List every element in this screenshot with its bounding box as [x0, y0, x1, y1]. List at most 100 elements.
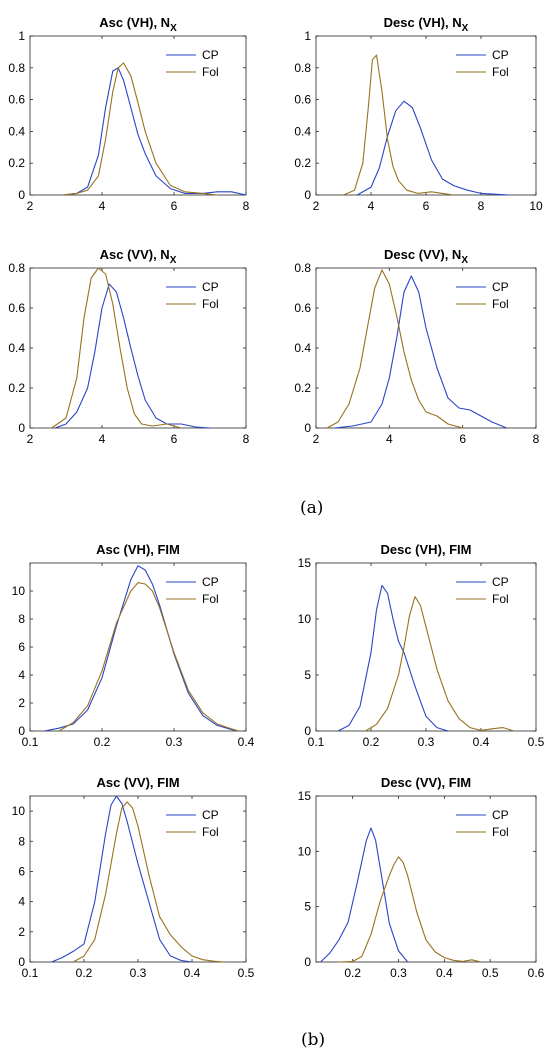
- legend-label-cp: CP: [492, 280, 509, 294]
- x-tick-label: 6: [171, 199, 178, 213]
- x-tick-label: 0.3: [130, 966, 147, 980]
- x-tick-label: 0.4: [436, 966, 453, 980]
- legend-label-cp: CP: [492, 808, 509, 822]
- chart-title: Desc (VH), NX: [384, 15, 469, 34]
- series-line-fol: [338, 856, 482, 963]
- series-line-cp: [55, 283, 211, 429]
- y-tick-label: 10: [12, 584, 26, 598]
- x-tick-label: 2: [313, 199, 320, 213]
- y-tick-label: 0.2: [294, 381, 311, 395]
- x-tick-label: 0.4: [238, 735, 255, 749]
- y-tick-label: 15: [298, 556, 312, 570]
- x-tick-label: 0.5: [482, 966, 499, 980]
- x-tick-label: 0.5: [238, 966, 255, 980]
- series-line-fol: [343, 54, 454, 196]
- x-tick-label: 6: [459, 432, 466, 446]
- y-tick-label: 0: [304, 955, 311, 969]
- y-tick-label: 0.2: [8, 156, 25, 170]
- x-tick-label: 0.2: [94, 735, 111, 749]
- y-tick-label: 0: [18, 724, 25, 738]
- chart-title: Asc (VV), NX: [100, 247, 177, 266]
- series-line-fol: [58, 582, 239, 732]
- legend-label-cp: CP: [202, 48, 219, 62]
- y-tick-label: 0.6: [294, 301, 311, 315]
- series-line-cp: [44, 565, 239, 732]
- legend-label-cp: CP: [492, 575, 509, 589]
- x-tick-label: 0.5: [528, 735, 545, 749]
- x-tick-label: 0.4: [184, 966, 201, 980]
- y-tick-label: 0: [18, 188, 25, 202]
- series-line-cp: [51, 795, 193, 963]
- y-tick-label: 5: [304, 900, 311, 914]
- y-tick-label: 0.6: [8, 301, 25, 315]
- chart-title: Asc (VH), FIM: [96, 542, 180, 557]
- chart-2: 2 4 6 8 10 0 0.2 0.4 0.6 0.8 1 Desc (VH), NX CP Fol: [294, 15, 543, 213]
- x-tick-label: 0.3: [418, 735, 435, 749]
- x-tick-label: 0.3: [390, 966, 407, 980]
- y-tick-label: 0.8: [8, 61, 25, 75]
- x-tick-label: 2: [27, 199, 34, 213]
- x-tick-label: 0.6: [528, 966, 545, 980]
- y-tick-label: 8: [18, 612, 25, 626]
- series-line-fol: [62, 62, 218, 196]
- legend-label-fol: Fol: [492, 592, 509, 606]
- legend-label-cp: CP: [202, 575, 219, 589]
- x-tick-label: 8: [478, 199, 485, 213]
- legend-label-cp: CP: [202, 280, 219, 294]
- x-tick-label: 0.2: [363, 735, 380, 749]
- x-tick-label: 4: [99, 199, 106, 213]
- y-tick-label: 0.4: [8, 341, 25, 355]
- y-tick-label: 0.4: [294, 341, 311, 355]
- series-line-fol: [51, 267, 182, 429]
- legend-label-fol: Fol: [202, 592, 219, 606]
- y-tick-label: 2: [18, 696, 25, 710]
- x-tick-label: 2: [313, 432, 320, 446]
- y-tick-label: 0: [18, 421, 25, 435]
- series-line-fol: [72, 801, 225, 963]
- y-tick-label: 0: [304, 188, 311, 202]
- y-tick-label: 10: [298, 844, 312, 858]
- axes-box: [315, 795, 537, 963]
- chart-5: 0.1 0.2 0.3 0.4 0 2 4 6 8 10 Asc (VH), FIM CP Fol: [12, 542, 255, 749]
- x-tick-label: 0.3: [166, 735, 183, 749]
- y-tick-label: 0.2: [8, 381, 25, 395]
- y-tick-label: 0: [18, 955, 25, 969]
- chart-title: Desc (VV), NX: [384, 247, 468, 266]
- x-tick-label: 0.1: [308, 735, 325, 749]
- x-tick-label: 0.1: [22, 966, 39, 980]
- y-tick-label: 0.4: [8, 124, 25, 138]
- chart-title: Desc (VH), FIM: [380, 542, 471, 557]
- x-tick-label: 6: [423, 199, 430, 213]
- x-tick-label: 8: [533, 432, 540, 446]
- x-tick-label: 4: [386, 432, 393, 446]
- y-tick-label: 10: [298, 612, 312, 626]
- y-tick-label: 0.8: [8, 261, 25, 275]
- chart-8: 0.2 0.3 0.4 0.5 0.6 0 5 10 15 Desc (VV), FIM CP Fol: [298, 775, 545, 980]
- y-tick-label: 1: [18, 29, 25, 43]
- x-tick-label: 4: [99, 432, 106, 446]
- y-tick-label: 0.6: [294, 93, 311, 107]
- panel-label-b: (b): [301, 1030, 326, 1050]
- y-tick-label: 0.8: [294, 261, 311, 275]
- x-tick-label: 10: [529, 199, 543, 213]
- legend-label-fol: Fol: [492, 297, 509, 311]
- y-tick-label: 0: [304, 421, 311, 435]
- y-tick-label: 6: [18, 640, 25, 654]
- y-tick-label: 0.6: [8, 93, 25, 107]
- y-tick-label: 0: [304, 724, 311, 738]
- x-tick-label: 6: [171, 432, 178, 446]
- legend-label-fol: Fol: [492, 825, 509, 839]
- y-tick-label: 6: [18, 864, 25, 878]
- axes-box: [29, 35, 247, 196]
- y-tick-label: 4: [18, 895, 25, 909]
- chart-3: 2 4 6 8 0 0.2 0.4 0.6 0.8 Asc (VV), NX CP Fol: [8, 247, 249, 446]
- chart-title: Desc (VV), FIM: [381, 775, 471, 790]
- chart-4: 2 4 6 8 0 0.2 0.4 0.6 0.8 Desc (VV), NX CP Fol: [294, 247, 539, 446]
- x-tick-label: 0.2: [344, 966, 361, 980]
- chart-1: 2 4 6 8 0 0.2 0.4 0.6 0.8 1 Asc (VH), NX CP Fol: [8, 15, 249, 213]
- series-line-fol: [365, 596, 515, 732]
- legend-label-fol: Fol: [202, 825, 219, 839]
- y-tick-label: 2: [18, 925, 25, 939]
- x-tick-label: 8: [243, 199, 250, 213]
